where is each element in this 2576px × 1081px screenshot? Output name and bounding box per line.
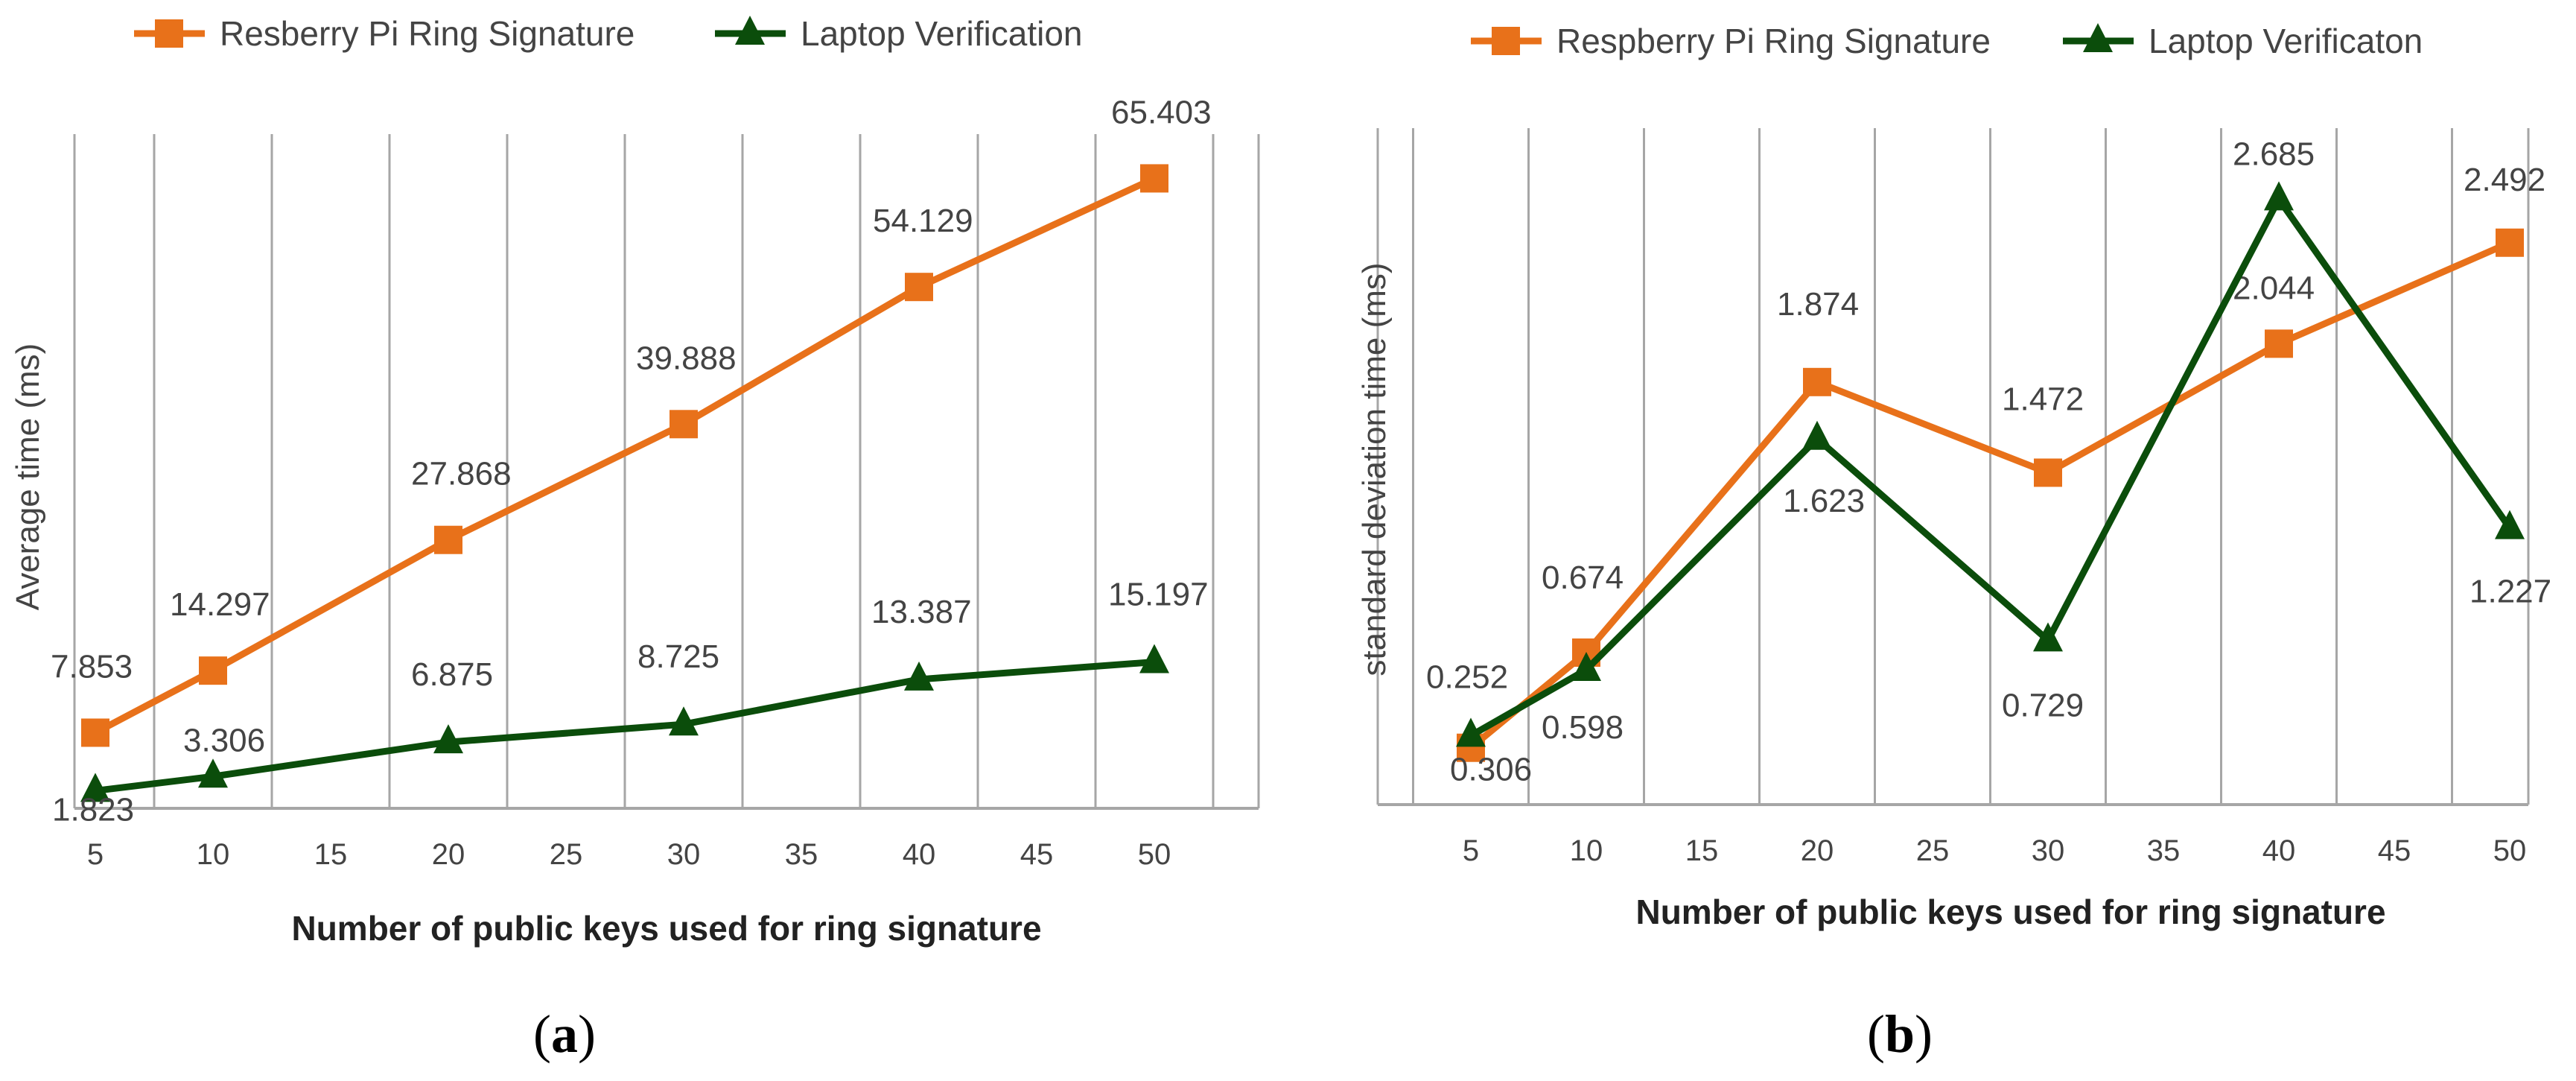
data-point: [1571, 652, 1601, 682]
legend-label: Resberry Pi Ring Signature: [220, 14, 635, 53]
data-label: 1.472: [2002, 381, 2084, 417]
y-axis-title: standard deviation time (ms): [1356, 262, 1393, 676]
legend-marker: [1492, 27, 1520, 55]
data-point: [1139, 644, 1169, 673]
x-axis-title: Number of public keys used for ring sign…: [1635, 893, 2385, 931]
y-axis-title: Average time (ms): [10, 343, 46, 611]
legend-label: Respberry Pi Ring Signature: [1556, 22, 1991, 60]
data-point: [1802, 420, 1832, 450]
caption-paren-close: ): [1915, 1004, 1933, 1064]
data-point: [81, 718, 109, 747]
x-tick-label: 40: [903, 838, 936, 871]
series-line: [92, 174, 1158, 736]
caption-letter: b: [1885, 1004, 1915, 1064]
data-point: [1803, 367, 1831, 396]
data-label: 3.306: [183, 722, 265, 758]
series-line: [1467, 239, 2513, 752]
data-point: [904, 661, 934, 691]
data-point: [669, 706, 699, 736]
data-point: [434, 525, 462, 554]
data-label: 0.729: [2002, 687, 2084, 723]
data-point: [1456, 717, 1486, 747]
data-label: 1.623: [1783, 483, 1865, 519]
data-point: [2033, 622, 2063, 652]
data-point: [433, 724, 463, 754]
data-point: [2265, 329, 2293, 358]
x-tick-label: 5: [1463, 834, 1479, 867]
x-tick-label: 5: [87, 838, 104, 871]
chart-panel-b: 5 10 15 20 25 30 35 40 45 50 Number of public keys…: [1356, 22, 2551, 1064]
data-label: 0.674: [1542, 559, 1623, 596]
caption-paren-open: (: [1867, 1004, 1885, 1064]
data-label: 1.874: [1777, 286, 1859, 323]
x-tick-label: 40: [2262, 834, 2296, 867]
legend-marker: [735, 16, 765, 45]
data-point: [80, 773, 110, 802]
x-tick-label: 25: [550, 838, 583, 871]
x-tick-label: 30: [667, 838, 701, 871]
caption-paren-close: ): [578, 1004, 596, 1064]
x-tick-label: 50: [2493, 834, 2527, 867]
data-point: [198, 758, 228, 788]
data-label: 0.598: [1542, 709, 1623, 746]
x-tick-label: 15: [314, 838, 348, 871]
data-label: 15.197: [1108, 577, 1209, 613]
x-axis-title: Number of public keys used for ring sign…: [291, 909, 1041, 948]
x-tick-label: 45: [1020, 838, 1054, 871]
data-point: [670, 410, 698, 439]
x-tick-label: 50: [1138, 838, 1171, 871]
data-label: 13.387: [871, 594, 972, 630]
data-label: 1.823: [52, 791, 134, 828]
data-label: 65.403: [1111, 94, 1212, 130]
data-label: 2.492: [2464, 162, 2545, 198]
data-label: 0.306: [1450, 751, 1532, 787]
x-tick-label: 35: [785, 838, 818, 871]
data-point: [2034, 458, 2062, 487]
legend-label: Laptop Verificaton: [2149, 22, 2423, 60]
data-point: [2495, 510, 2525, 539]
data-point: [2496, 228, 2524, 257]
legend-marker: [2083, 23, 2113, 52]
chart-panel-a: 5 10 15 20 25 30 35 40 45 50 Number of public keys…: [10, 14, 1260, 1064]
data-label: 6.875: [411, 656, 493, 693]
data-label: 2.044: [2233, 270, 2315, 306]
caption-letter: a: [551, 1004, 578, 1064]
data-label: 0.252: [1426, 659, 1508, 696]
x-tick-label: 10: [1570, 834, 1603, 867]
panel-caption: (b): [1867, 1004, 1933, 1064]
legend-marker: [155, 19, 183, 48]
series-line: [92, 659, 1158, 794]
series-line: [1467, 195, 2513, 739]
data-point: [199, 656, 227, 685]
data-label: 14.297: [170, 586, 270, 623]
x-tick-label: 35: [2147, 834, 2181, 867]
data-label: 27.868: [411, 456, 512, 492]
data-label: 54.129: [873, 203, 973, 239]
data-label: 39.888: [636, 340, 737, 376]
caption-paren-open: (: [533, 1004, 551, 1064]
data-point: [905, 273, 933, 302]
x-tick-label: 20: [432, 838, 465, 871]
x-tick-label: 25: [1916, 834, 1950, 867]
data-label: 2.685: [2233, 136, 2315, 172]
data-point: [1140, 164, 1168, 193]
data-point: [2264, 181, 2294, 211]
data-label: 1.227: [2470, 574, 2551, 610]
x-tick-label: 30: [2032, 834, 2065, 867]
panel-caption: (a): [533, 1004, 596, 1064]
x-tick-label: 10: [197, 838, 230, 871]
data-label: 7.853: [51, 648, 133, 685]
data-label: 8.725: [637, 638, 719, 675]
legend-label: Laptop Verification: [801, 14, 1083, 53]
x-tick-label: 45: [2378, 834, 2411, 867]
x-tick-label: 15: [1685, 834, 1719, 867]
x-tick-label: 20: [1801, 834, 1834, 867]
